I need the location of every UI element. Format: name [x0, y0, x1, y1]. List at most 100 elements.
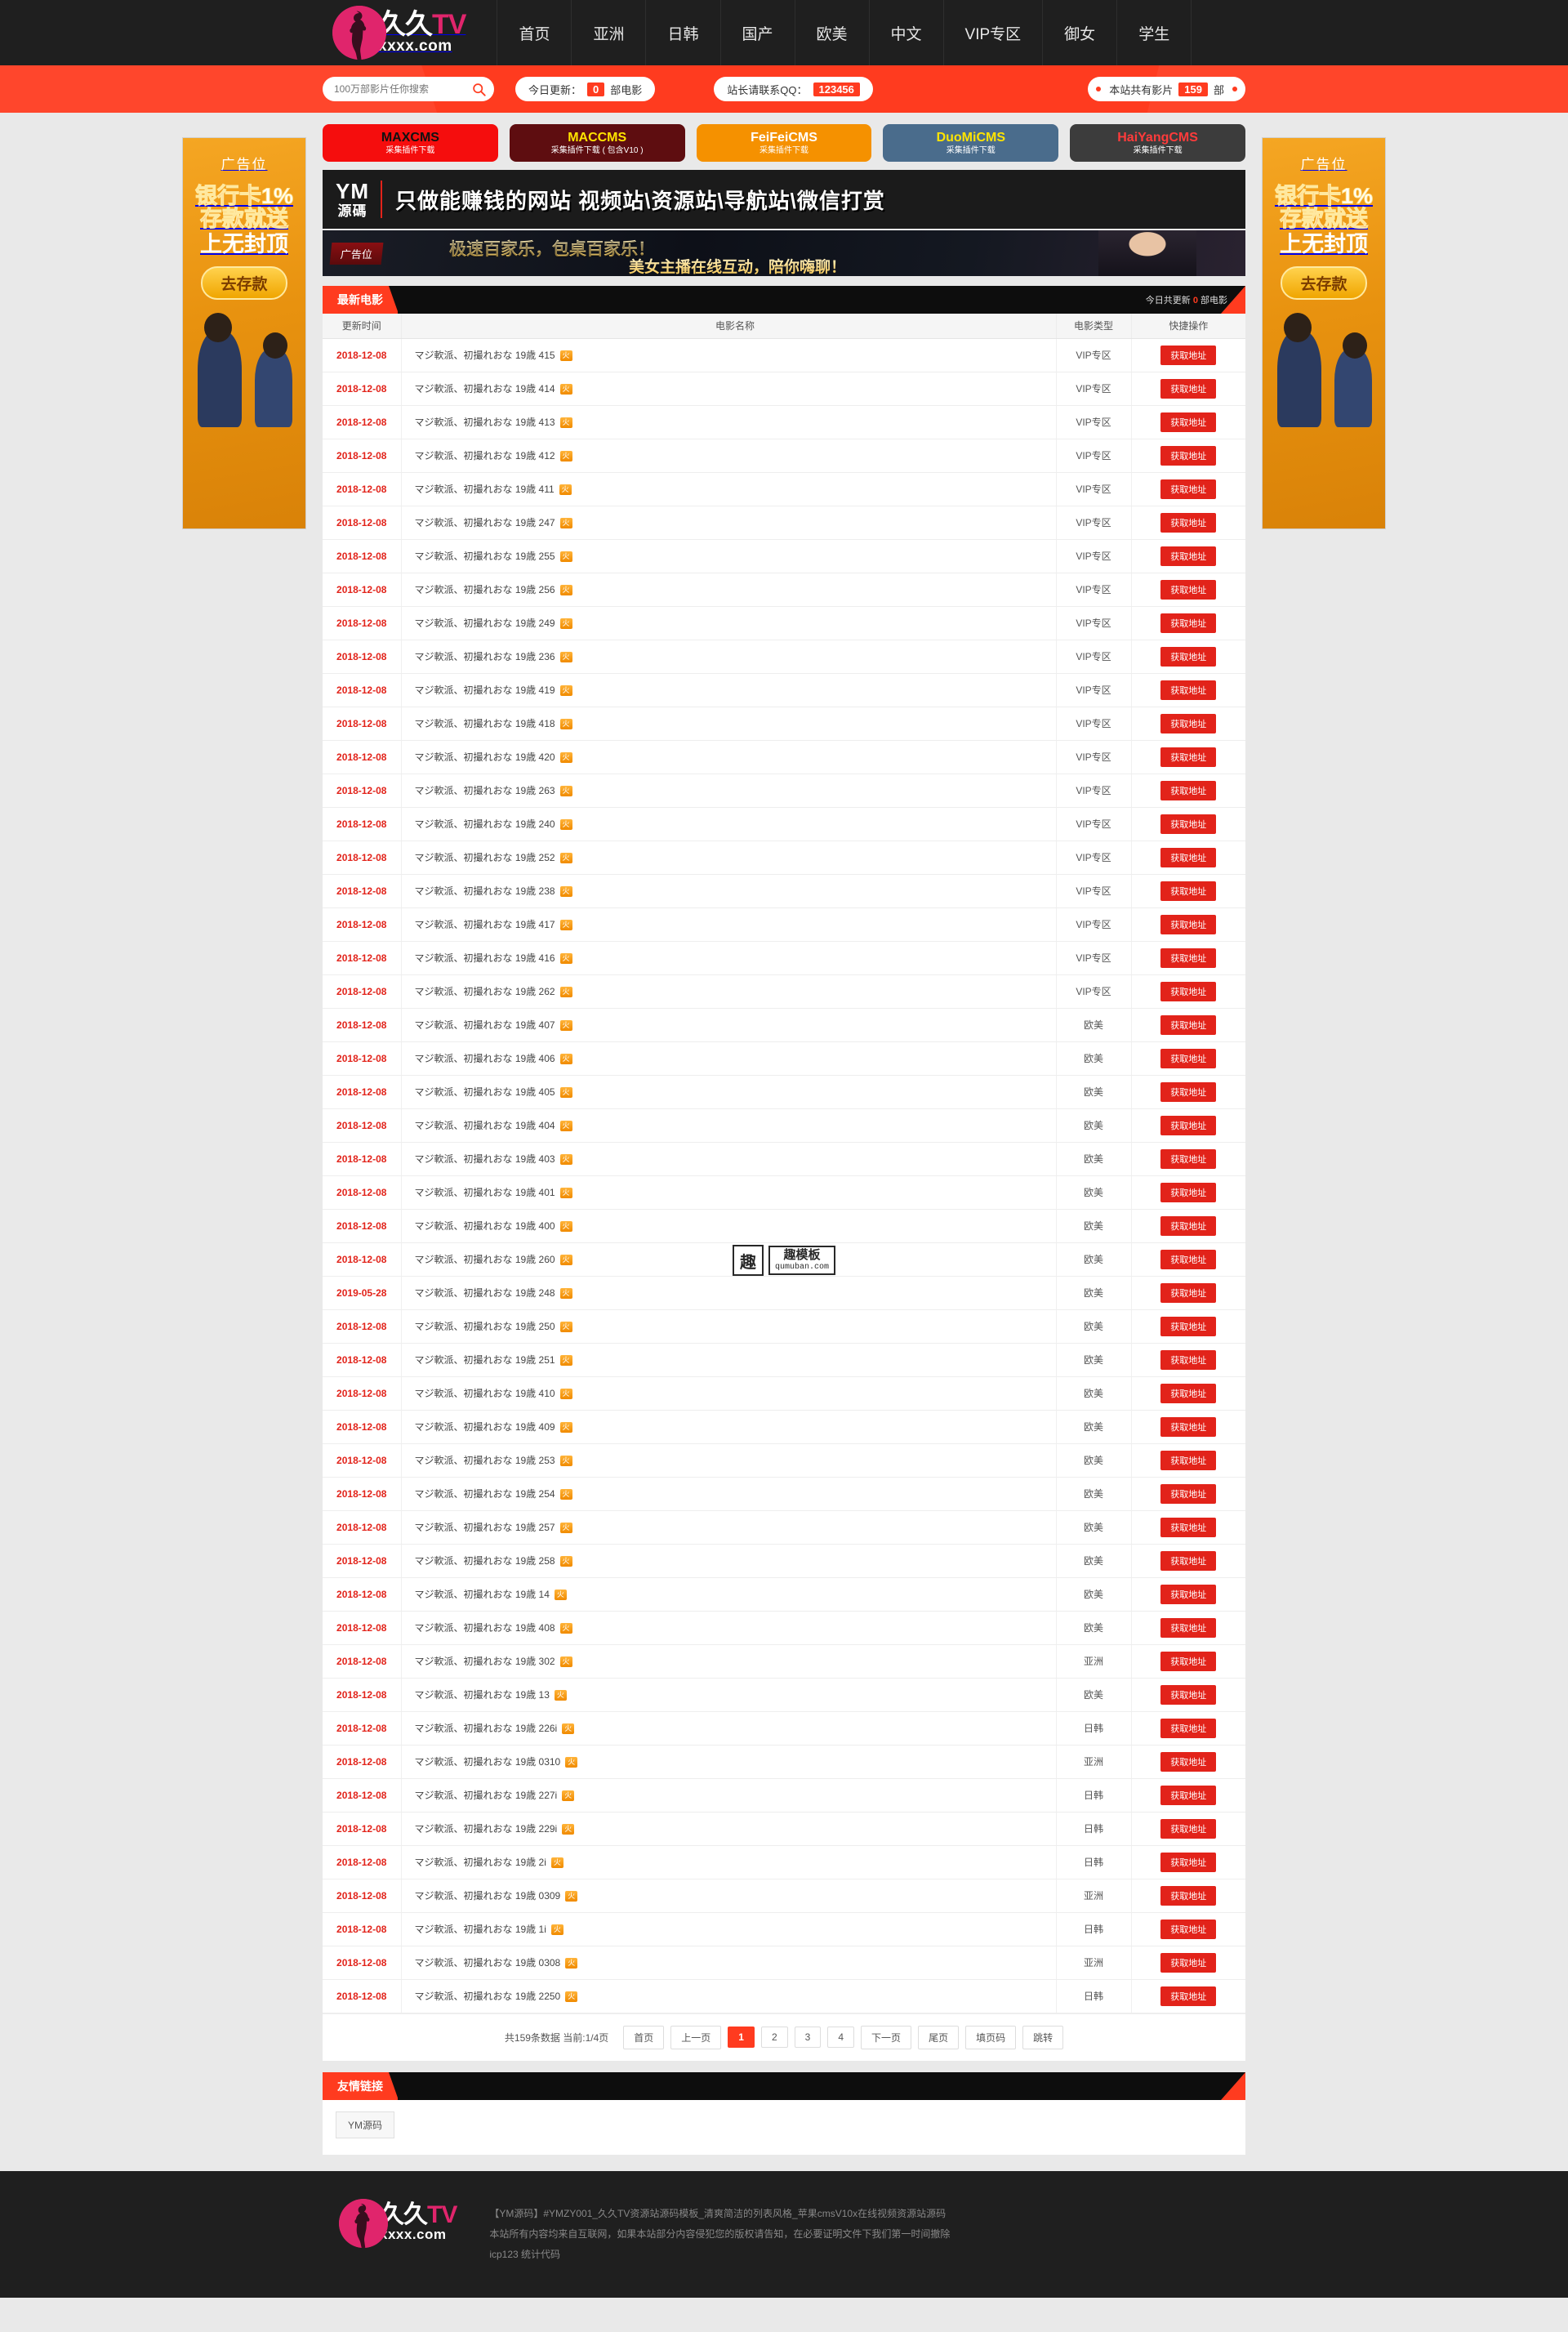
movie-name-link[interactable]: マジ軟派、初撮れおな 19歳 1i [414, 1924, 546, 1935]
movie-name-link[interactable]: マジ軟派、初撮れおな 19歳 0308 [414, 1957, 561, 1969]
get-address-button[interactable]: 获取地址 [1160, 780, 1217, 800]
movie-name-link[interactable]: マジ軟派、初撮れおな 19歳 407 [414, 1019, 555, 1031]
get-address-button[interactable]: 获取地址 [1160, 948, 1217, 968]
side-ad-right-cta[interactable]: 去存款 [1281, 266, 1367, 301]
movie-name-link[interactable]: マジ軟派、初撮れおな 19歳 417 [414, 919, 555, 930]
movie-name-link[interactable]: マジ軟派、初撮れおな 19歳 418 [414, 718, 555, 729]
movie-name-link[interactable]: マジ軟派、初撮れおな 19歳 13 [414, 1689, 550, 1701]
get-address-button[interactable]: 获取地址 [1160, 646, 1217, 667]
nav-item-home[interactable]: 首页 [497, 0, 571, 65]
nav-item-jk[interactable]: 日韩 [645, 0, 719, 65]
get-address-button[interactable]: 获取地址 [1160, 479, 1217, 499]
table-row[interactable]: 2018-12-08 マジ軟派、初撮れおな 19歳 418 火 VIP专区 获取地址 [323, 707, 1245, 741]
get-address-button[interactable]: 获取地址 [1160, 1785, 1217, 1805]
table-row[interactable]: 2018-12-08 マジ軟派、初撮れおな 19歳 413 火 VIP专区 获取地址 [323, 405, 1245, 439]
table-row[interactable]: 2018-12-08 マジ軟派、初撮れおな 19歳 2i 火 日韩 获取地址 [323, 1845, 1245, 1879]
table-row[interactable]: 2018-12-08 マジ軟派、初撮れおな 19歳 1i 火 日韩 获取地址 [323, 1912, 1245, 1946]
table-row[interactable]: 2018-12-08 マジ軟派、初撮れおな 19歳 249 火 VIP专区 获取地址 [323, 606, 1245, 640]
movie-name-link[interactable]: マジ軟派、初撮れおな 19歳 413 [414, 417, 555, 428]
table-row[interactable]: 2018-12-08 マジ軟派、初撮れおな 19歳 2250 火 日韩 获取地址 [323, 1979, 1245, 2013]
table-row[interactable]: 2018-12-08 マジ軟派、初撮れおな 19歳 251 火 欧美 获取地址 [323, 1343, 1245, 1377]
get-address-button[interactable]: 获取地址 [1160, 1115, 1217, 1135]
movie-name-link[interactable]: マジ軟派、初撮れおな 19歳 226i [414, 1723, 558, 1734]
movie-name-link[interactable]: マジ軟派、初撮れおな 19歳 0310 [414, 1756, 561, 1768]
cms-button-haiyangcms[interactable]: HaiYangCMS 采集插件下载 [1070, 124, 1245, 162]
pagination-jump-button[interactable]: 跳转 [1022, 2025, 1064, 2049]
side-ad-left-cta[interactable]: 去存款 [201, 266, 287, 301]
search-box[interactable] [323, 77, 494, 101]
table-row[interactable]: 2018-12-08 マジ軟派、初撮れおな 19歳 414 火 VIP专区 获取地址 [323, 372, 1245, 406]
table-row[interactable]: 2018-12-08 マジ軟派、初撮れおな 19歳 412 火 VIP专区 获取地址 [323, 439, 1245, 473]
movie-name-link[interactable]: マジ軟派、初撮れおな 19歳 408 [414, 1622, 555, 1634]
table-row[interactable]: 2018-12-08 マジ軟派、初撮れおな 19歳 409 火 欧美 获取地址 [323, 1410, 1245, 1444]
table-row[interactable]: 2018-12-08 マジ軟派、初撮れおな 19歳 226i 火 日韩 获取地址 [323, 1711, 1245, 1746]
get-address-button[interactable]: 获取地址 [1160, 1249, 1217, 1269]
table-row[interactable]: 2018-12-08 マジ軟派、初撮れおな 19歳 252 火 VIP专区 获取地址 [323, 841, 1245, 875]
get-address-button[interactable]: 获取地址 [1160, 1550, 1217, 1571]
get-address-button[interactable]: 获取地址 [1160, 713, 1217, 733]
movie-name-link[interactable]: マジ軟派、初撮れおな 19歳 254 [414, 1488, 555, 1500]
get-address-button[interactable]: 获取地址 [1160, 981, 1217, 1001]
movie-name-link[interactable]: マジ軟派、初撮れおな 19歳 2i [414, 1857, 546, 1868]
movie-name-link[interactable]: マジ軟派、初撮れおな 19歳 250 [414, 1321, 555, 1332]
table-row[interactable]: 2018-12-08 マジ軟派、初撮れおな 19歳 256 火 VIP专区 获取地址 [323, 573, 1245, 607]
get-address-button[interactable]: 获取地址 [1160, 1852, 1217, 1872]
get-address-button[interactable]: 获取地址 [1160, 1952, 1217, 1973]
movie-name-link[interactable]: マジ軟派、初撮れおな 19歳 416 [414, 952, 555, 964]
table-row[interactable]: 2018-12-08 マジ軟派、初撮れおな 19歳 403 火 欧美 获取地址 [323, 1142, 1245, 1176]
site-logo[interactable]: 久久TV xxxx.com [323, 6, 466, 60]
get-address-button[interactable]: 获取地址 [1160, 378, 1217, 399]
table-row[interactable]: 2018-12-08 マジ軟派、初撮れおな 19歳 254 火 欧美 获取地址 [323, 1477, 1245, 1511]
get-address-button[interactable]: 获取地址 [1160, 680, 1217, 700]
table-row[interactable]: 2018-12-08 マジ軟派、初撮れおな 19歳 250 火 欧美 获取地址 [323, 1309, 1245, 1344]
get-address-button[interactable]: 获取地址 [1160, 1684, 1217, 1705]
table-row[interactable]: 2018-12-08 マジ軟派、初撮れおな 19歳 410 火 欧美 获取地址 [323, 1376, 1245, 1411]
table-row[interactable]: 2018-12-08 マジ軟派、初撮れおな 19歳 13 火 欧美 获取地址 [323, 1678, 1245, 1712]
nav-item-domestic[interactable]: 国产 [719, 0, 795, 65]
movie-name-link[interactable]: マジ軟派、初撮れおな 19歳 411 [414, 484, 555, 495]
pagination-first[interactable]: 首页 [623, 2025, 665, 2049]
table-row[interactable]: 2018-12-08 マジ軟派、初撮れおな 19歳 14 火 欧美 获取地址 [323, 1577, 1245, 1612]
pagination-page-1[interactable]: 1 [728, 2027, 755, 2048]
table-row[interactable]: 2018-12-08 マジ軟派、初撮れおな 19歳 407 火 欧美 获取地址 [323, 1008, 1245, 1042]
search-button[interactable] [470, 82, 488, 96]
movie-name-link[interactable]: マジ軟派、初撮れおな 19歳 253 [414, 1455, 555, 1466]
movie-name-link[interactable]: マジ軟派、初撮れおな 19歳 260 [414, 1254, 555, 1265]
movie-name-link[interactable]: マジ軟派、初撮れおな 19歳 2250 [414, 1991, 561, 2002]
movie-name-link[interactable]: マジ軟派、初撮れおな 19歳 414 [414, 383, 555, 395]
get-address-button[interactable]: 获取地址 [1160, 1081, 1217, 1102]
movie-name-link[interactable]: マジ軟派、初撮れおな 19歳 410 [414, 1388, 555, 1399]
table-row[interactable]: 2018-12-08 マジ軟派、初撮れおな 19歳 227i 火 日韩 获取地址 [323, 1778, 1245, 1813]
nav-item-vip[interactable]: VIP专区 [942, 0, 1043, 65]
cms-button-feifeicms[interactable]: FeiFeiCMS 采集插件下载 [696, 124, 872, 162]
cms-button-duomicms[interactable]: DuoMiCMS 采集插件下载 [883, 124, 1059, 162]
table-row[interactable]: 2018-12-08 マジ軟派、初撮れおな 19歳 417 火 VIP专区 获取地址 [323, 907, 1245, 942]
movie-name-link[interactable]: マジ軟派、初撮れおな 19歳 252 [414, 852, 555, 863]
get-address-button[interactable]: 获取地址 [1160, 914, 1217, 934]
get-address-button[interactable]: 获取地址 [1160, 1818, 1217, 1839]
movie-name-link[interactable]: マジ軟派、初撮れおな 19歳 248 [414, 1287, 555, 1299]
pagination-last[interactable]: 尾页 [918, 2025, 960, 2049]
nav-item-yunv[interactable]: 御女 [1042, 0, 1116, 65]
movie-name-link[interactable]: マジ軟派、初撮れおな 19歳 257 [414, 1522, 555, 1533]
cms-button-maccms[interactable]: MACCMS 采集插件下载 ( 包含V10 ) [509, 124, 685, 162]
table-row[interactable]: 2018-12-08 マジ軟派、初撮れおな 19歳 405 火 欧美 获取地址 [323, 1075, 1245, 1109]
table-row[interactable]: 2018-12-08 マジ軟派、初撮れおな 19歳 247 火 VIP专区 获取地址 [323, 506, 1245, 540]
get-address-button[interactable]: 获取地址 [1160, 613, 1217, 633]
table-row[interactable]: 2018-12-08 マジ軟派、初撮れおな 19歳 260 火 欧美 获取地址 [323, 1242, 1245, 1277]
table-row[interactable]: 2019-05-28 マジ軟派、初撮れおな 19歳 248 火 欧美 获取地址 [323, 1276, 1245, 1310]
pagination-next[interactable]: 下一页 [861, 2025, 912, 2049]
get-address-button[interactable]: 获取地址 [1160, 881, 1217, 901]
table-row[interactable]: 2018-12-08 マジ軟派、初撮れおな 19歳 420 火 VIP专区 获取地址 [323, 740, 1245, 774]
nav-item-western[interactable]: 欧美 [794, 0, 869, 65]
movie-name-link[interactable]: マジ軟派、初撮れおな 19歳 249 [414, 618, 555, 629]
get-address-button[interactable]: 获取地址 [1160, 747, 1217, 767]
movie-name-link[interactable]: マジ軟派、初撮れおな 19歳 0309 [414, 1890, 561, 1902]
get-address-button[interactable]: 获取地址 [1160, 445, 1217, 466]
get-address-button[interactable]: 获取地址 [1160, 1584, 1217, 1604]
table-row[interactable]: 2018-12-08 マジ軟派、初撮れおな 19歳 240 火 VIP专区 获取地址 [323, 807, 1245, 841]
movie-name-link[interactable]: マジ軟派、初撮れおな 19歳 263 [414, 785, 555, 796]
table-row[interactable]: 2018-12-08 マジ軟派、初撮れおな 19歳 416 火 VIP专区 获取地址 [323, 941, 1245, 975]
pagination-page-3[interactable]: 3 [794, 2027, 822, 2048]
get-address-button[interactable]: 获取地址 [1160, 847, 1217, 867]
